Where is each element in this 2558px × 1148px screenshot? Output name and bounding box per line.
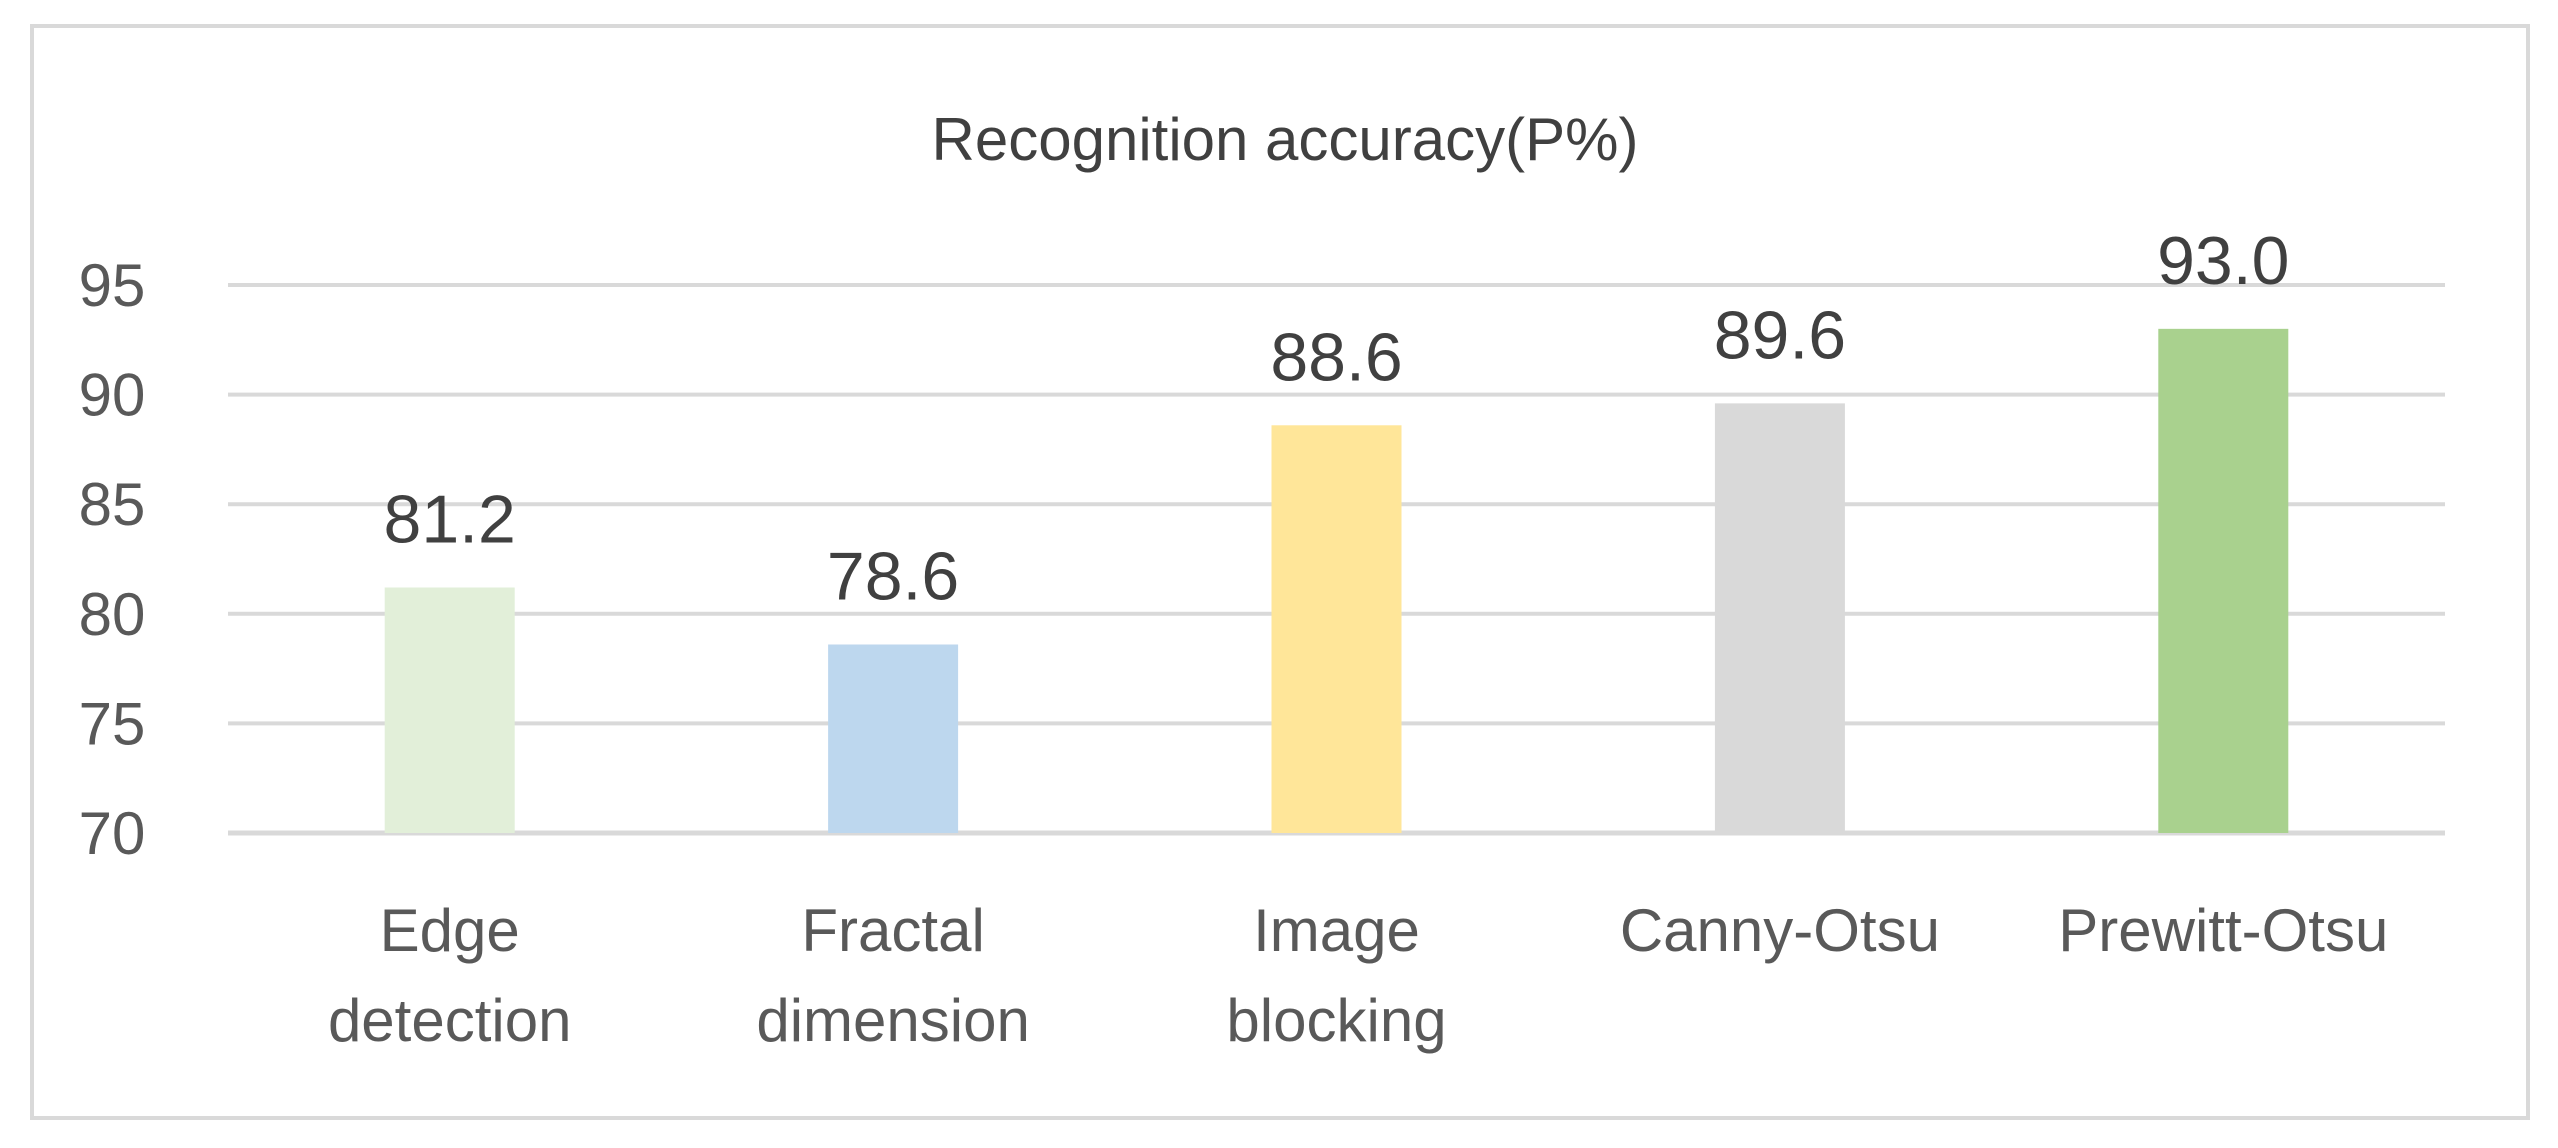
category-label: Image blocking bbox=[1226, 897, 1446, 1054]
bar bbox=[828, 644, 959, 833]
data-label: 78.6 bbox=[827, 538, 959, 614]
gridlines bbox=[228, 283, 2445, 836]
y-tick-label: 80 bbox=[79, 581, 146, 648]
data-label: 88.6 bbox=[1270, 319, 1402, 395]
y-tick-label: 75 bbox=[79, 690, 146, 757]
data-label: 93.0 bbox=[2157, 223, 2289, 299]
bar bbox=[2158, 328, 2289, 833]
category-label: Fractal dimension bbox=[756, 897, 1030, 1054]
y-tick-label: 70 bbox=[79, 800, 146, 867]
category-labels: Edge detection Fractal dimension Image blocki… bbox=[328, 897, 2388, 1054]
data-labels: 81.2 78.6 88.6 89.6 93.0 bbox=[384, 223, 2290, 615]
category-label: Canny-Otsu bbox=[1620, 897, 1940, 964]
y-tick-label: 85 bbox=[79, 471, 146, 538]
bar bbox=[1714, 403, 1845, 833]
data-label: 89.6 bbox=[1714, 297, 1846, 373]
chart-title: Recognition accuracy(P%) bbox=[932, 106, 1639, 173]
category-label: Prewitt-Otsu bbox=[2058, 897, 2388, 964]
category-label: Edge detection bbox=[328, 897, 572, 1054]
data-label: 81.2 bbox=[384, 481, 516, 557]
y-tick-label: 90 bbox=[79, 362, 146, 429]
bar bbox=[384, 587, 515, 833]
y-axis-ticks: 70 75 80 85 90 95 bbox=[79, 252, 146, 867]
y-tick-label: 95 bbox=[79, 252, 146, 319]
bars bbox=[384, 328, 2289, 833]
bar bbox=[1271, 425, 1402, 833]
